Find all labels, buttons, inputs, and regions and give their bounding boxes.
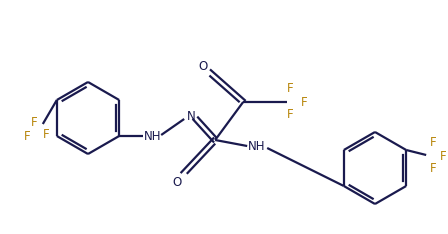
Text: O: O — [198, 59, 208, 73]
Text: F: F — [301, 96, 307, 110]
Text: F: F — [430, 136, 436, 150]
Text: F: F — [30, 116, 37, 128]
Text: F: F — [430, 162, 436, 176]
Text: F: F — [440, 150, 447, 164]
Text: O: O — [172, 176, 182, 189]
Text: F: F — [287, 83, 293, 95]
Text: F: F — [23, 129, 30, 143]
Text: F: F — [43, 128, 49, 142]
Text: NH: NH — [247, 139, 265, 153]
Text: NH: NH — [143, 131, 161, 143]
Text: N: N — [187, 110, 195, 123]
Text: F: F — [287, 109, 293, 121]
